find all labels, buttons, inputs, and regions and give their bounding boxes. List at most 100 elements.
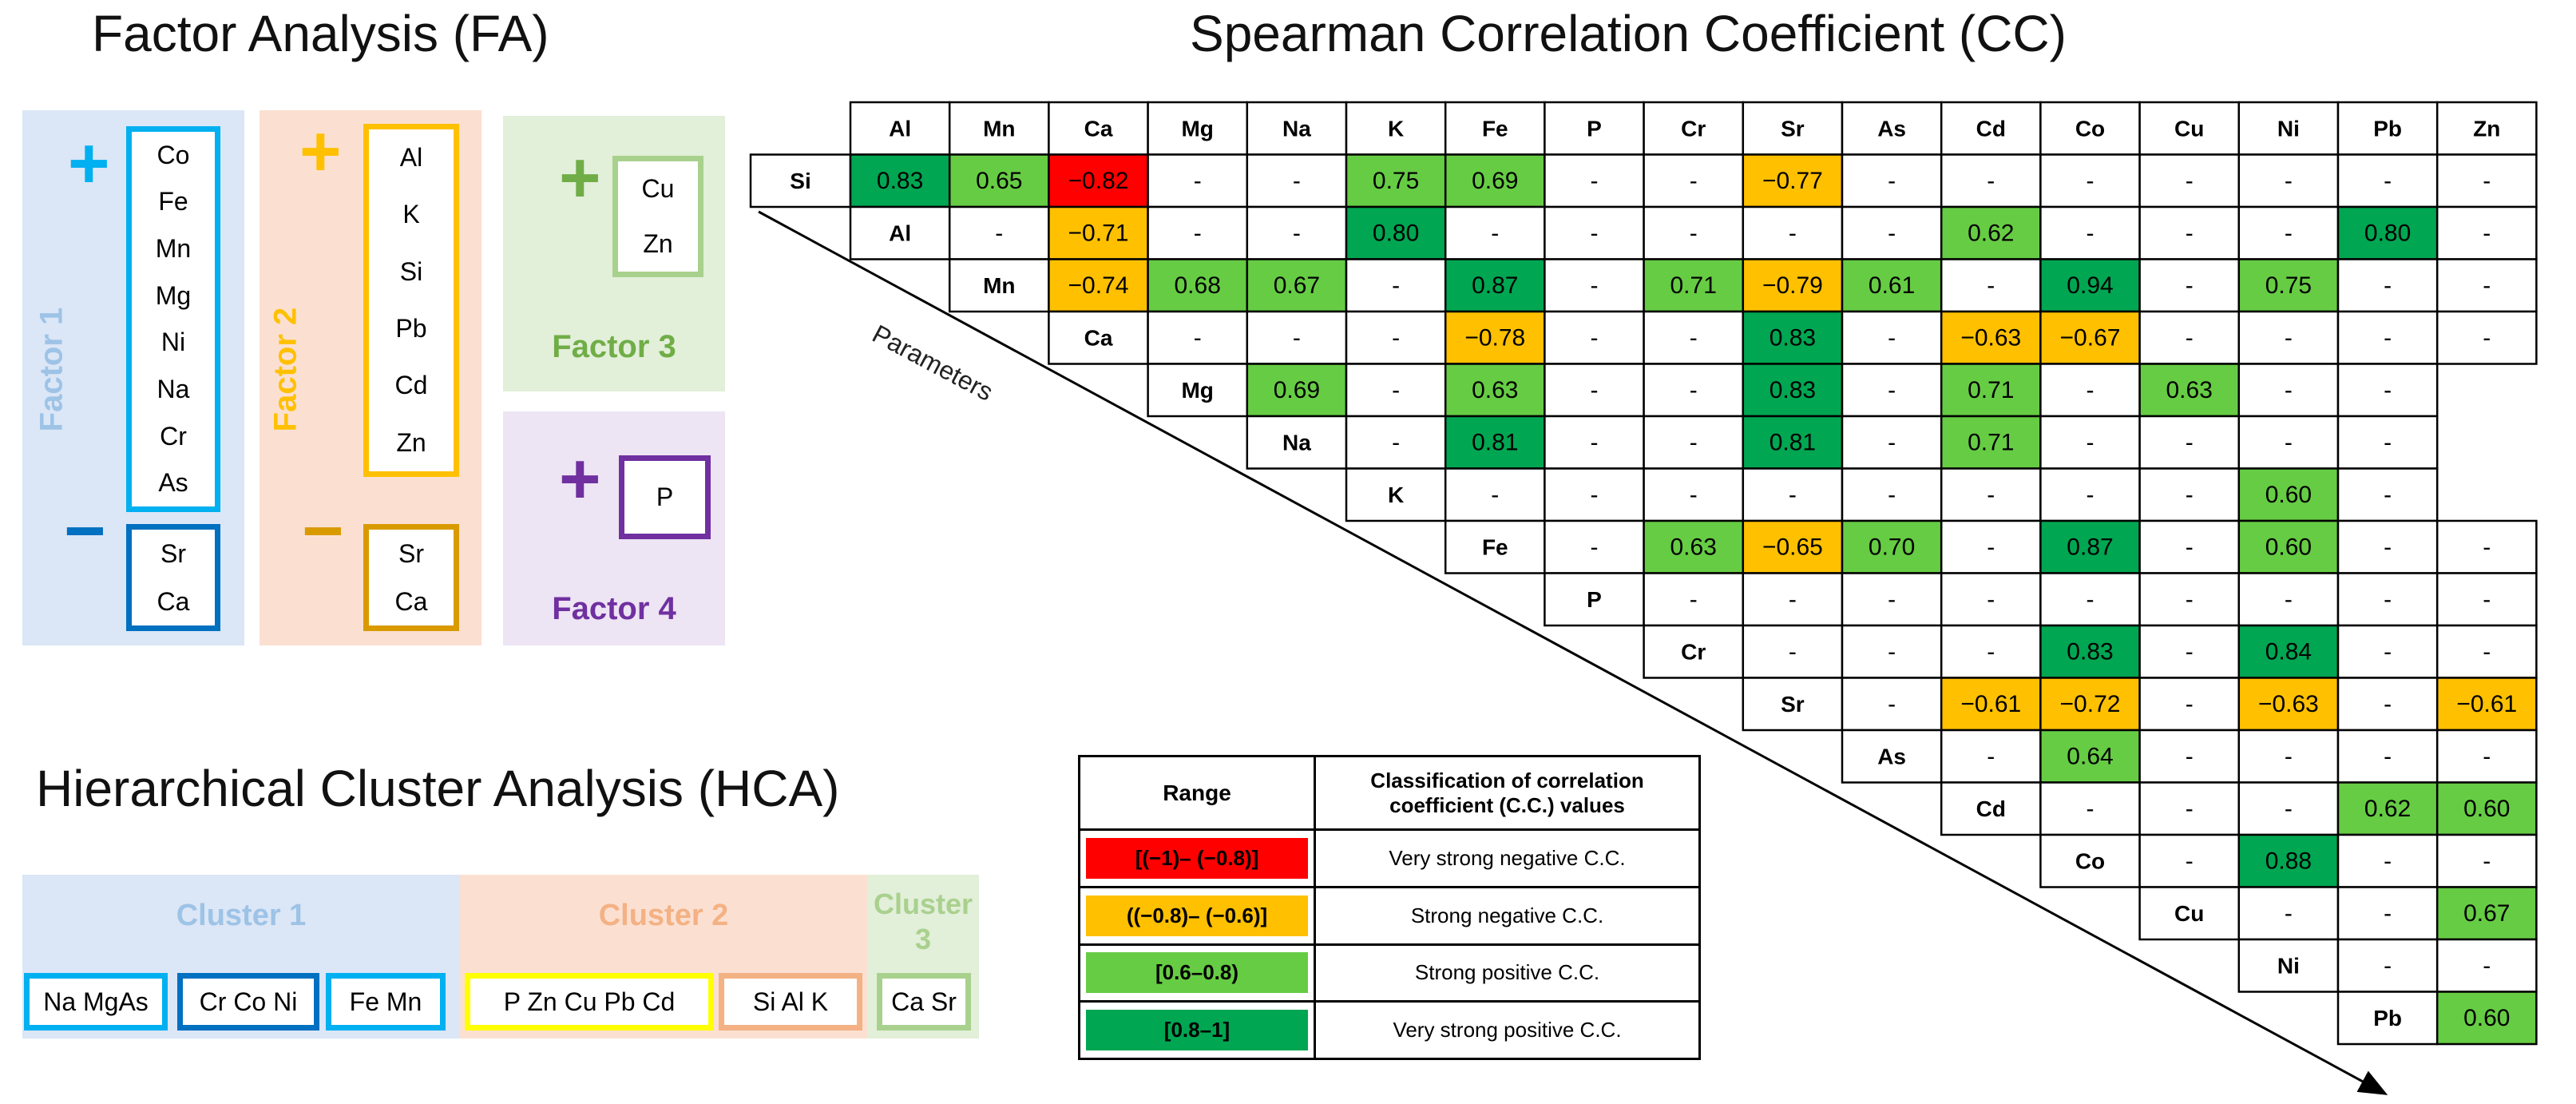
column-header-cr bbox=[1643, 101, 1745, 156]
cell-p-ni bbox=[2237, 572, 2340, 627]
cell-value-fe-zn: - bbox=[2483, 534, 2491, 560]
cell-value-mn-ni: 0.75 bbox=[2265, 272, 2312, 299]
column-header-label-k: K bbox=[1388, 116, 1404, 141]
factor1-element-mn: Mn bbox=[155, 234, 192, 264]
cell-value-k-ni: 0.60 bbox=[2265, 482, 2312, 508]
row-header-mn bbox=[948, 258, 1050, 313]
cell-value-fe-co: 0.87 bbox=[2067, 534, 2113, 560]
cell-p-zn bbox=[2435, 572, 2538, 627]
cluster2-group-2: Si Al K bbox=[719, 973, 862, 1031]
cell-value-sr-ni: −0.63 bbox=[2258, 691, 2319, 717]
cell-value-p-cr: - bbox=[1690, 586, 1698, 613]
row-header-pb bbox=[2336, 991, 2439, 1046]
cell-value-ca-zn: - bbox=[2483, 324, 2491, 351]
cell-value-cd-pb: 0.62 bbox=[2364, 796, 2411, 822]
cell-sr-cu bbox=[2138, 677, 2241, 732]
cell-value-si-cd: - bbox=[1987, 168, 1995, 194]
row-header-cd bbox=[1940, 781, 2042, 836]
row-header-as bbox=[1841, 729, 1943, 784]
factor1-element-fe: Fe bbox=[158, 187, 188, 216]
cell-value-mg-cr: - bbox=[1690, 377, 1698, 403]
column-header-label-al: Al bbox=[889, 116, 911, 141]
cell-value-ca-ni: - bbox=[2285, 324, 2293, 351]
cell-al-cd bbox=[1940, 205, 2042, 260]
cell-ca-p bbox=[1544, 310, 1645, 365]
cell-value-ca-fe: −0.78 bbox=[1464, 324, 1525, 351]
factor3-element-zn: Zn bbox=[643, 229, 673, 258]
cell-value-ca-sr: 0.83 bbox=[1770, 324, 1816, 351]
legend-text-very-strong-positive: Very strong positive C.C. bbox=[1314, 1000, 1701, 1060]
column-header-label-ni: Ni bbox=[2277, 116, 2300, 141]
cell-sr-zn bbox=[2435, 677, 2538, 732]
legend-text-strong-positive: Strong positive C.C. bbox=[1314, 943, 1701, 1003]
factor2-element-si: Si bbox=[399, 256, 423, 286]
cell-value-as-cd: - bbox=[1987, 743, 1995, 769]
cell-al-pb bbox=[2336, 205, 2439, 260]
row-header-label-k: K bbox=[1388, 483, 1404, 507]
cell-value-al-as: - bbox=[1888, 220, 1896, 246]
factor2-element-pb: Pb bbox=[395, 314, 427, 344]
row-header-label-p: P bbox=[1587, 587, 1602, 612]
cell-value-mn-co: 0.94 bbox=[2067, 272, 2113, 299]
cell-value-cr-pb: - bbox=[2384, 638, 2392, 665]
row-header-fe bbox=[1444, 519, 1546, 574]
cell-cu-ni bbox=[2237, 886, 2340, 941]
cluster1-group-2: Cr Co Ni bbox=[177, 973, 319, 1031]
cell-value-fe-cu: - bbox=[2186, 534, 2194, 560]
cell-value-cu-pb: - bbox=[2384, 900, 2392, 927]
cell-value-sr-pb: - bbox=[2384, 691, 2392, 717]
cell-ca-pb bbox=[2336, 310, 2439, 365]
cell-as-pb bbox=[2336, 729, 2439, 784]
cell-value-ca-mg: - bbox=[1194, 324, 1202, 351]
cell-value-al-sr: - bbox=[1789, 220, 1797, 246]
cell-value-fe-ni: 0.60 bbox=[2265, 534, 2312, 560]
factor1-element-as: As bbox=[158, 468, 188, 498]
cell-value-sr-as: - bbox=[1888, 691, 1896, 717]
legend-header-classification: Classification of correlation coefficien… bbox=[1314, 755, 1701, 831]
cell-value-ca-co: −0.67 bbox=[2060, 324, 2121, 351]
cell-value-fe-pb: - bbox=[2384, 534, 2392, 560]
cell-value-p-co: - bbox=[2087, 586, 2094, 613]
cell-value-cr-cu: - bbox=[2186, 638, 2194, 665]
row-header-sr bbox=[1742, 677, 1844, 732]
cell-si-al bbox=[849, 153, 951, 208]
cell-value-pb-zn: 0.60 bbox=[2463, 1005, 2510, 1031]
cell-k-cu bbox=[2138, 467, 2241, 522]
legend-range-very-strong-positive: [0.8–1] bbox=[1086, 1010, 1308, 1051]
legend-range-strong-negative: ((−0.8)– (−0.6)] bbox=[1086, 895, 1308, 936]
cell-mn-ni bbox=[2237, 258, 2340, 313]
cell-value-k-fe: - bbox=[1491, 482, 1499, 508]
cell-si-k bbox=[1345, 153, 1447, 208]
row-header-label-mn: Mn bbox=[983, 273, 1015, 298]
cell-value-si-pb: - bbox=[2384, 168, 2392, 194]
legend-text-strong-negative: Strong negative C.C. bbox=[1314, 885, 1701, 946]
cell-value-p-cu: - bbox=[2186, 586, 2194, 613]
row-header-ni bbox=[2237, 938, 2340, 993]
cell-value-ca-cd: −0.63 bbox=[1960, 324, 2021, 351]
cell-mn-fe bbox=[1444, 258, 1546, 313]
cell-value-mg-na: 0.69 bbox=[1274, 377, 1320, 403]
cell-mg-cu bbox=[2138, 363, 2241, 418]
cell-value-si-al: 0.83 bbox=[877, 168, 923, 194]
legend-range-very-strong-negative: [(−1)– (−0.8)] bbox=[1086, 837, 1308, 879]
cell-value-mg-as: - bbox=[1888, 377, 1896, 403]
cell-sr-co bbox=[2039, 677, 2141, 732]
cell-value-fe-sr: −0.65 bbox=[1762, 534, 1823, 560]
cell-value-p-cd: - bbox=[1987, 586, 1995, 613]
cell-value-al-fe: - bbox=[1491, 220, 1499, 246]
cell-value-k-cr: - bbox=[1690, 482, 1698, 508]
cell-value-na-p: - bbox=[1591, 429, 1599, 455]
cell-mn-cd bbox=[1940, 258, 2042, 313]
cell-value-na-cu: - bbox=[2186, 429, 2194, 455]
cell-al-cu bbox=[2138, 205, 2241, 260]
cell-al-cr bbox=[1643, 205, 1745, 260]
row-header-label-cd: Cd bbox=[1976, 796, 2006, 821]
row-header-label-fe: Fe bbox=[1482, 534, 1508, 559]
factor4-positive-box: P bbox=[619, 455, 711, 539]
cell-value-al-na: - bbox=[1293, 220, 1301, 246]
row-header-label-as: As bbox=[1877, 744, 1906, 768]
cell-value-fe-p: - bbox=[1591, 534, 1599, 560]
cell-ca-cr bbox=[1643, 310, 1745, 365]
cell-value-na-fe: 0.81 bbox=[1472, 429, 1518, 455]
column-header-zn bbox=[2435, 101, 2538, 156]
